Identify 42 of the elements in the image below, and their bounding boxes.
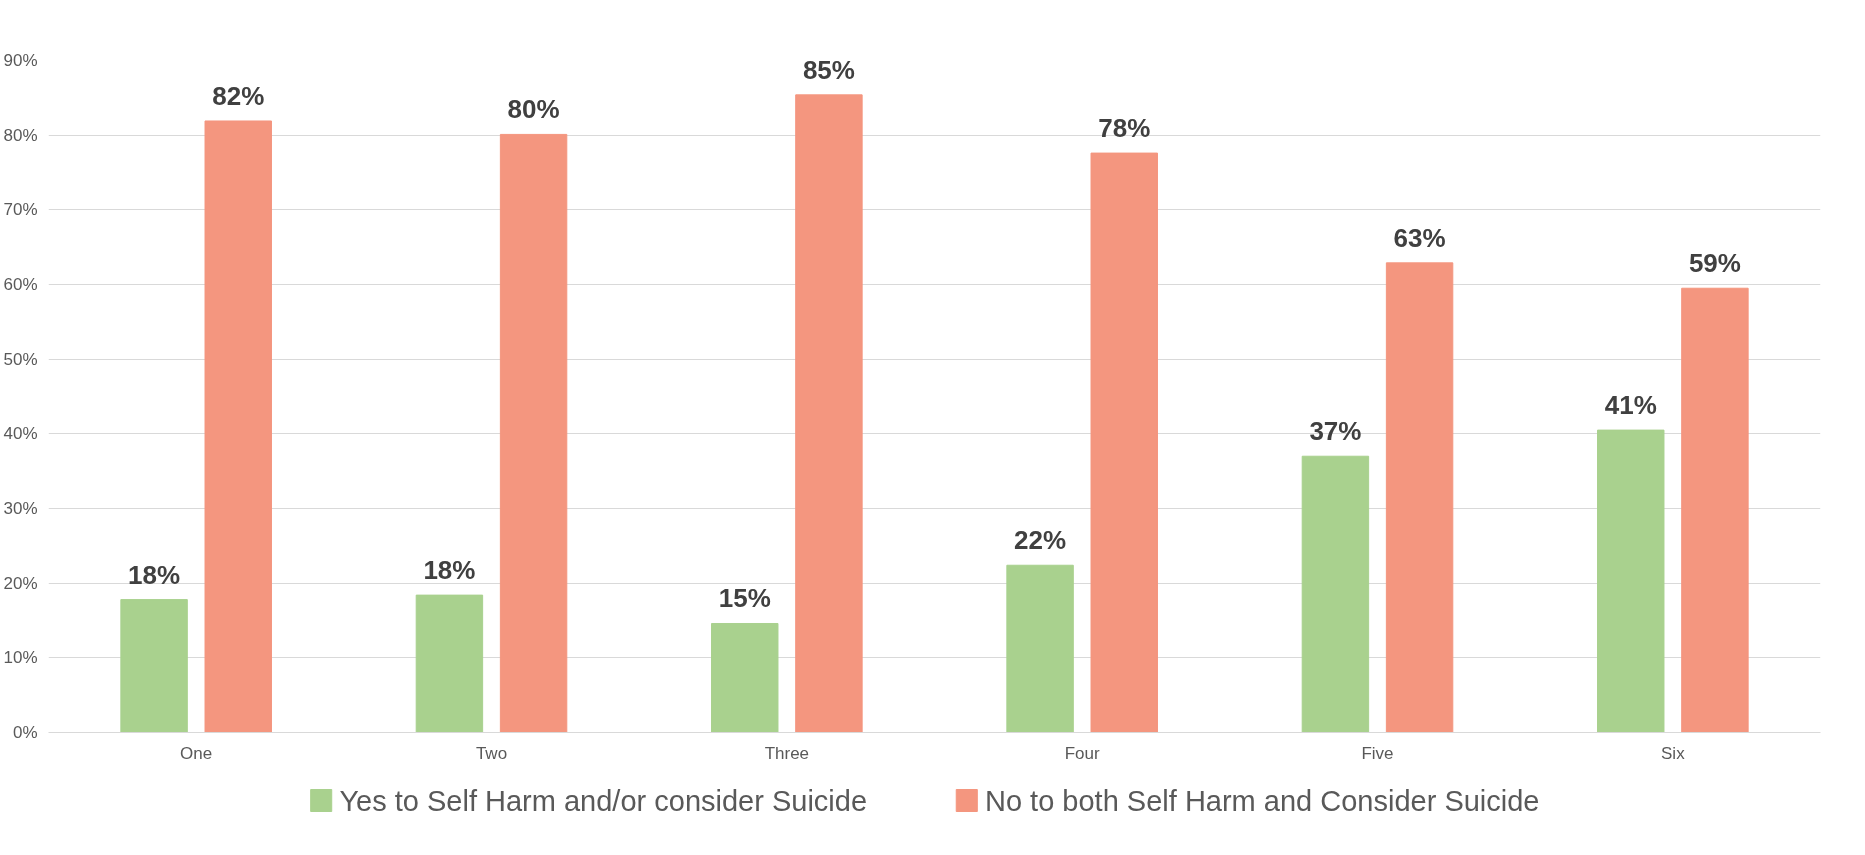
x-tick-label: Five [1361,743,1394,763]
y-tick-label: 60% [3,275,38,294]
data-label: 15% [718,583,771,614]
legend-label: No to both Self Harm and Consider Suicide [984,784,1540,817]
bar [1597,429,1665,733]
data-label: 85% [802,54,855,85]
data-label: 22% [1014,525,1067,556]
legend-label: Yes to Self Harm and/or consider Suicide [339,784,868,817]
bar [1301,455,1370,733]
bar [795,94,863,733]
bar [204,120,272,733]
bar [1681,287,1749,733]
x-tick-label: Six [1661,743,1686,763]
data-label: 82% [212,80,265,111]
data-label: 41% [1604,390,1657,421]
y-tick-label: 30% [3,499,38,518]
bar [499,133,568,733]
bar [120,599,188,733]
data-label: 18% [423,555,476,586]
x-tick-label: Three [764,743,810,763]
y-tick-label: 70% [3,200,38,220]
y-tick-label: 80% [3,125,38,145]
bar [1385,262,1454,733]
y-tick-label: 10% [3,648,38,668]
data-label: 78% [1098,113,1151,144]
data-label: 80% [507,94,560,125]
y-tick-label: 90% [3,51,38,70]
x-tick-label: One [180,743,213,763]
x-tick-label: Two [475,743,508,763]
bar [1006,564,1074,733]
x-tick-label: Four [1064,743,1100,763]
bar [415,594,484,733]
data-label: 59% [1688,248,1741,279]
bar [1090,152,1158,733]
y-tick-label: 50% [3,349,38,369]
data-label: 18% [128,559,181,590]
y-tick-label: 40% [3,424,38,444]
y-tick-label: 20% [3,573,38,593]
data-label: 63% [1393,222,1446,253]
y-tick-label: 0% [12,723,38,742]
data-label: 37% [1309,416,1362,447]
bar [711,622,779,733]
